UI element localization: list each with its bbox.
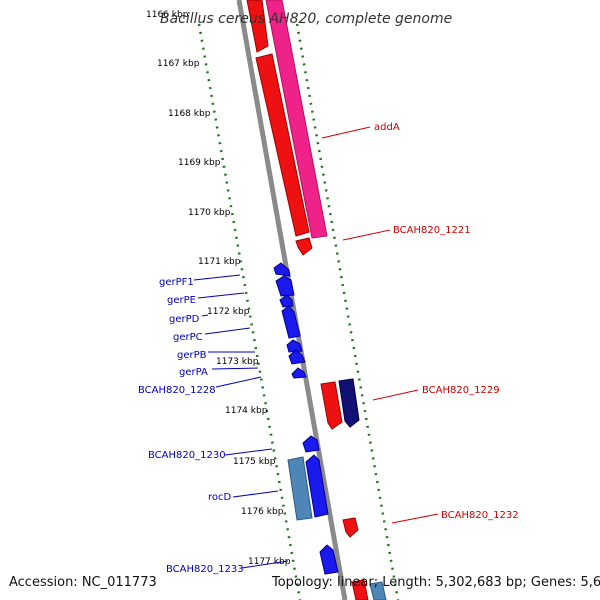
leader-bcah820-1228 (215, 376, 262, 388)
gene-bottom-steel-arrow[interactable] (369, 581, 387, 600)
label-bcah820-1230[interactable]: BCAH820_1230 (148, 450, 226, 461)
gene-bcah820-1233-arrow[interactable] (319, 544, 339, 575)
gene-bcah820-1221-arrow[interactable] (255, 53, 310, 237)
topology-summary-text: Topology: linear; Length: 5,302,683 bp; … (271, 575, 600, 590)
tick-track (197, 23, 302, 600)
reverse-strand-track (295, 23, 400, 600)
reverse-track-line (295, 23, 400, 600)
leader-gerpc (204, 327, 251, 335)
gene-small-red-arrow[interactable] (295, 237, 313, 256)
reverse-features (273, 262, 339, 575)
label-bcah820-1232[interactable]: BCAH820_1232 (441, 510, 519, 521)
gene-bcah820-1232-arrow[interactable] (342, 517, 359, 538)
footer: Accession: NC_011773 Topology: linear; L… (9, 575, 600, 590)
leader-bcah820-1233 (241, 560, 289, 569)
gene-gerpa-arrow[interactable] (288, 349, 306, 365)
tick-label-1166: 1166 kbp (146, 10, 189, 20)
label-gerpf1[interactable]: gerPF1 (159, 277, 194, 288)
leader-rocd (232, 490, 279, 498)
label-gerpe[interactable]: gerPE (167, 295, 196, 306)
gene-rocd-arrow[interactable] (305, 454, 329, 518)
leader-gerpa (211, 367, 259, 370)
leader-bcah820-1229 (372, 389, 419, 401)
label-bcah820-1229[interactable]: BCAH820_1229 (422, 385, 500, 396)
tick-track-line (197, 23, 302, 600)
tick-label-1175: 1175 kbp (233, 457, 276, 467)
tick-label-1174: 1174 kbp (225, 406, 268, 416)
gene-navy-arrow[interactable] (338, 378, 360, 428)
forward-gene-labels: addA BCAH820_1221 BCAH820_1229 BCAH820_1… (321, 122, 519, 524)
leader-bcah820-1221 (342, 229, 391, 241)
forward-features (246, 0, 387, 600)
tick-label-1172: 1172 kbp (207, 307, 250, 317)
gene-gerpf1-arrow[interactable] (273, 262, 291, 277)
label-adda[interactable]: addA (374, 122, 400, 133)
tick-label-1176: 1176 kbp (241, 507, 284, 517)
gene-rocd-steel-arrow[interactable] (287, 456, 313, 521)
label-gerpb[interactable]: gerPB (177, 350, 207, 361)
tick-labels: 1166 kbp 1167 kbp 1168 kbp 1169 kbp 1170… (146, 10, 291, 567)
leader-adda (321, 126, 371, 139)
gene-gerpb-arrow[interactable] (286, 339, 303, 353)
label-gerpc[interactable]: gerPC (173, 332, 203, 343)
leader-gerpd (201, 314, 209, 317)
tick-label-1167: 1167 kbp (157, 59, 200, 69)
label-bcah820-1221[interactable]: BCAH820_1221 (393, 225, 471, 236)
leader-bcah820-1232 (391, 513, 439, 524)
gene-gerpc-arrow[interactable] (281, 305, 301, 339)
label-bcah820-1233[interactable]: BCAH820_1233 (166, 564, 244, 575)
tick-label-1177: 1177 kbp (248, 557, 291, 567)
tick-label-1173: 1173 kbp (216, 357, 259, 367)
gene-bcah820-1230-arrow[interactable] (302, 435, 320, 453)
gene-gerpe-arrow[interactable] (275, 275, 295, 297)
leader-bcah820-1230 (224, 448, 273, 456)
leader-gerpf1 (193, 274, 241, 281)
tick-label-1169: 1169 kbp (178, 158, 221, 168)
tick-label-1170: 1170 kbp (188, 208, 231, 218)
tick-label-1171: 1171 kbp (198, 257, 241, 267)
gene-bottom-red-arrow[interactable] (351, 579, 369, 600)
gene-gerpd-arrow[interactable] (279, 294, 294, 308)
label-rocd[interactable]: rocD (208, 492, 232, 503)
label-gerpa[interactable]: gerPA (179, 367, 208, 378)
gene-adda-arrow[interactable] (265, 0, 328, 239)
label-bcah820-1228[interactable]: BCAH820_1228 (138, 385, 216, 396)
gene-bcah820-1228-arrow[interactable] (291, 367, 307, 379)
accession-text: Accession: NC_011773 (9, 575, 157, 590)
leader-gerpe (197, 292, 245, 299)
tick-label-1168: 1168 kbp (168, 109, 211, 119)
gene-bcah820-1229-arrow[interactable] (320, 381, 343, 430)
genome-title: Bacillus cereus AH820, complete genome (160, 11, 452, 27)
gene-top-red-arrow[interactable] (246, 0, 269, 53)
reverse-gene-labels: gerPF1 gerPE gerPD gerPC gerPB gerPA BCA… (138, 274, 289, 575)
label-gerpd[interactable]: gerPD (169, 314, 200, 325)
